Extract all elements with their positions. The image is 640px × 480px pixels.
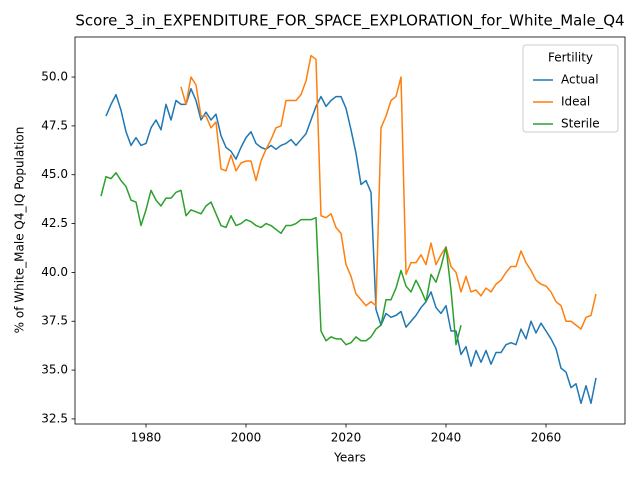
legend-label: Sterile — [561, 117, 600, 131]
x-axis-label: Years — [333, 451, 366, 465]
x-tick-label: 2040 — [431, 431, 462, 445]
series-line — [100, 172, 462, 346]
legend-title: Fertility — [548, 51, 593, 65]
legend-label: Actual — [561, 73, 599, 87]
plot-frame — [74, 36, 626, 425]
y-tick-label: 32.5 — [41, 411, 68, 425]
y-tick-label: 35.0 — [41, 363, 68, 377]
x-tick-label: 2020 — [331, 431, 362, 445]
y-axis-label: % of White_Male Q4_IQ Population — [13, 127, 27, 334]
chart-title: Score_3_in_EXPENDITURE_FOR_SPACE_EXPLORA… — [75, 12, 624, 31]
y-tick-label: 50.0 — [41, 70, 68, 84]
x-tick-label: 2060 — [531, 431, 562, 445]
y-tick-label: 40.0 — [41, 265, 68, 279]
y-tick-label: 47.5 — [41, 118, 68, 132]
legend-label: Ideal — [561, 95, 590, 109]
y-tick-label: 37.5 — [41, 314, 68, 328]
x-tick-label: 1980 — [131, 431, 162, 445]
y-tick-label: 42.5 — [41, 216, 68, 230]
x-tick-label: 2000 — [231, 431, 262, 445]
series-line — [180, 54, 597, 330]
legend-box — [522, 44, 619, 133]
y-tick-label: 45.0 — [41, 167, 68, 181]
